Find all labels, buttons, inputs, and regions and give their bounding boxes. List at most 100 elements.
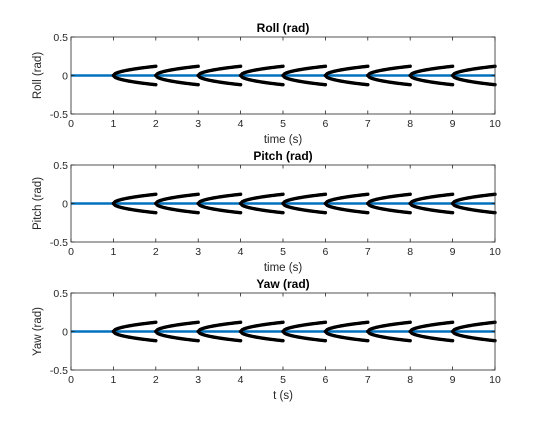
yaw-x-tick-label: 0: [68, 374, 74, 386]
roll-upper-bound: [238, 64, 285, 78]
pitch-upper-bound: [238, 192, 285, 206]
pitch-upper-bound: [323, 192, 370, 206]
pitch-x-tick-label: 1: [110, 246, 116, 258]
pitch-x-axis-label: time (s): [264, 262, 303, 274]
yaw-x-tick-label: 5: [280, 374, 286, 386]
pitch-lower-bound: [408, 201, 455, 215]
yaw-x-axis-label: t (s): [273, 390, 293, 402]
pitch-x-tick-label: 5: [280, 246, 286, 258]
pitch-plot-area: [71, 192, 497, 215]
yaw-upper-bound: [323, 320, 370, 334]
yaw-y-tick-label: -0.5: [50, 365, 68, 377]
roll-upper-bound: [450, 64, 497, 78]
pitch-x-tick-label: 7: [365, 246, 371, 258]
pitch-upper-bound: [281, 192, 328, 206]
yaw-upper-bound: [408, 320, 455, 334]
yaw-x-tick-label: 3: [195, 374, 201, 386]
pitch-x-tick-label: 2: [153, 246, 159, 258]
roll-x-tick-label: 8: [407, 118, 413, 130]
roll-upper-bound: [154, 64, 200, 78]
roll-y-tick-label: 0: [62, 71, 68, 83]
pitch-lower-bound: [281, 201, 328, 215]
roll-ticks: 0 1 2 3 4 5 6 7 8 9 10-0.500.5: [50, 32, 501, 130]
roll-upper-bound: [366, 64, 412, 78]
yaw-y-tick-label: 0.5: [53, 288, 68, 300]
yaw-lower-bound: [111, 329, 158, 343]
pitch-lower-bound: [323, 201, 370, 215]
roll-x-tick-label: 7: [365, 118, 371, 130]
pitch-x-tick-label: 0: [68, 246, 74, 258]
roll-lower-bound: [196, 73, 243, 87]
roll-plot-area: [71, 64, 497, 87]
yaw-x-tick-label: 8: [407, 374, 413, 386]
yaw-ticks: 0 1 2 3 4 5 6 7 8 9 10-0.500.5: [50, 288, 501, 386]
yaw-lower-bound: [238, 329, 285, 343]
yaw-upper-bound: [450, 320, 497, 334]
pitch-lower-bound: [111, 201, 158, 215]
yaw-lower-bound: [323, 329, 370, 343]
roll-y-tick-label: -0.5: [50, 109, 68, 121]
yaw-upper-bound: [281, 320, 328, 334]
yaw-x-tick-label: 6: [322, 374, 328, 386]
pitch-lower-bound: [238, 201, 285, 215]
roll-x-tick-label: 1: [110, 118, 116, 130]
yaw-x-tick-label: 10: [489, 374, 501, 386]
roll-x-tick-label: 4: [238, 118, 244, 130]
pitch-x-tick-label: 4: [238, 246, 244, 258]
roll-lower-bound: [323, 73, 370, 87]
roll-x-tick-label: 0: [68, 118, 74, 130]
pitch-y-tick-label: -0.5: [50, 237, 68, 249]
roll-x-tick-label: 6: [322, 118, 328, 130]
roll-lower-bound: [238, 73, 285, 87]
yaw-upper-bound: [154, 320, 200, 334]
roll-lower-bound: [111, 73, 158, 87]
roll-upper-bound: [281, 64, 328, 78]
yaw-lower-bound: [450, 329, 497, 343]
roll-lower-bound: [408, 73, 455, 87]
roll-y-tick-label: 0.5: [53, 32, 68, 44]
pitch-upper-bound: [450, 192, 497, 206]
roll-lower-bound: [450, 73, 497, 87]
pitch-upper-bound: [366, 192, 412, 206]
yaw-plot-area: [71, 320, 497, 343]
roll-x-tick-label: 9: [450, 118, 456, 130]
yaw-upper-bound: [238, 320, 285, 334]
pitch-lower-bound: [196, 201, 243, 215]
yaw-lower-bound: [196, 329, 243, 343]
yaw-lower-bound: [154, 329, 200, 343]
yaw-y-axis-label: Yaw (rad): [32, 307, 44, 356]
pitch-upper-bound: [408, 192, 455, 206]
roll-upper-bound: [323, 64, 370, 78]
subplot-pitch: Pitch (rad) 0 1 2 3 4 5 6 7 8 9 10-0.500.5 time (s…: [32, 149, 501, 274]
pitch-lower-bound: [450, 201, 497, 215]
pitch-title: Pitch (rad): [253, 149, 312, 163]
roll-y-axis-label: Roll (rad): [32, 52, 44, 99]
subplot-yaw: Yaw (rad) 0 1 2 3 4 5 6 7 8 9 10-0.500.5 t (s) Yaw…: [32, 277, 501, 402]
roll-x-tick-label: 3: [195, 118, 201, 130]
yaw-upper-bound: [196, 320, 243, 334]
yaw-x-tick-label: 7: [365, 374, 371, 386]
yaw-lower-bound: [281, 329, 328, 343]
yaw-y-tick-label: 0: [62, 327, 68, 339]
roll-upper-bound: [408, 64, 455, 78]
pitch-upper-bound: [196, 192, 243, 206]
roll-x-tick-label: 10: [489, 118, 501, 130]
yaw-title: Yaw (rad): [256, 277, 309, 291]
roll-x-tick-label: 5: [280, 118, 286, 130]
yaw-upper-bound: [366, 320, 412, 334]
yaw-upper-bound: [111, 320, 158, 334]
pitch-x-tick-label: 10: [489, 246, 501, 258]
yaw-lower-bound: [408, 329, 455, 343]
pitch-x-tick-label: 6: [322, 246, 328, 258]
pitch-x-tick-label: 9: [450, 246, 456, 258]
yaw-lower-bound: [366, 329, 412, 343]
roll-title: Roll (rad): [257, 21, 310, 35]
yaw-x-tick-label: 1: [110, 374, 116, 386]
pitch-x-tick-label: 8: [407, 246, 413, 258]
pitch-y-axis-label: Pitch (rad): [32, 177, 44, 230]
roll-lower-bound: [154, 73, 200, 87]
pitch-x-tick-label: 3: [195, 246, 201, 258]
roll-lower-bound: [366, 73, 412, 87]
pitch-y-tick-label: 0: [62, 199, 68, 211]
